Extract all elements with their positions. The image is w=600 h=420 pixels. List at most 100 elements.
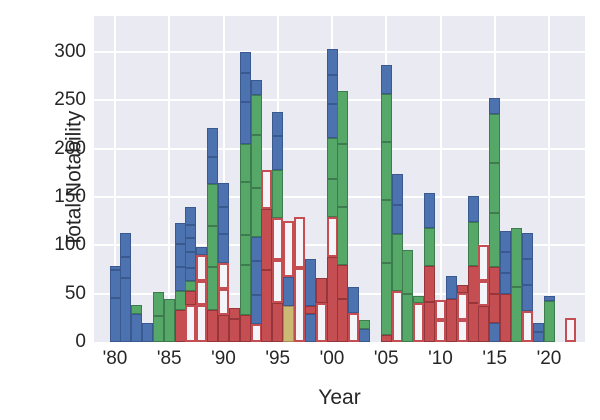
bar-segment-b	[326, 75, 338, 105]
bar-segment-g	[467, 222, 479, 266]
bar-segment-b	[250, 294, 262, 324]
bar-segment-g	[543, 301, 555, 342]
bar-segment-r	[261, 208, 273, 271]
bar-1983	[142, 322, 154, 342]
bar-segment-g	[250, 95, 262, 136]
bar-segment-b	[109, 297, 121, 342]
bar-segment-b	[185, 237, 197, 253]
bar-segment-g	[152, 315, 164, 342]
bar-2003	[359, 319, 371, 342]
bar-1985	[163, 299, 175, 342]
bar-segment-r	[489, 293, 501, 323]
bar-segment-b	[424, 193, 436, 228]
bar-segment-g	[163, 299, 175, 342]
bar-segment-g	[380, 93, 392, 142]
bar-segment-outline	[315, 303, 327, 342]
plot-area	[94, 16, 585, 342]
bar-1982	[131, 305, 143, 342]
bar-segment-outline	[293, 267, 305, 342]
bar-segment-outline	[196, 281, 208, 306]
bar-2010	[435, 300, 446, 342]
x-tick-label-2010: '10	[428, 348, 453, 369]
bar-segment-r	[467, 265, 479, 304]
bar-segment-r	[174, 310, 186, 342]
bar-segment-b	[196, 247, 208, 255]
bar-segment-b	[218, 183, 229, 207]
bar-segment-g	[402, 250, 414, 294]
bar-segment-r	[380, 335, 392, 342]
bar-segment-g	[380, 199, 392, 263]
bar-1995	[272, 111, 284, 342]
bar-1987	[185, 206, 197, 342]
bar-segment-g	[413, 295, 425, 304]
bar-segment-b	[185, 252, 197, 268]
bar-segment-outline	[348, 313, 360, 342]
bar-segment-b	[500, 230, 512, 253]
gridline-x-1980	[114, 16, 116, 342]
bar-segment-outline	[456, 292, 468, 320]
bar-segment-b	[521, 258, 533, 285]
bar-2000	[326, 49, 338, 342]
bar-2019	[532, 322, 544, 342]
y-tick-label-0: 0	[75, 331, 86, 352]
bar-segment-b	[239, 102, 251, 144]
bar-segment-outline	[478, 281, 490, 307]
bar-segment-b	[120, 232, 132, 257]
bar-segment-b	[521, 232, 533, 259]
bar-segment-r	[500, 293, 512, 342]
bar-2015	[489, 98, 501, 342]
bar-segment-b	[326, 104, 338, 138]
bar-segment-r	[185, 290, 197, 306]
bar-segment-g	[337, 90, 349, 144]
bar-2020	[543, 295, 555, 342]
bar-1997	[293, 217, 305, 342]
bar-2008	[413, 295, 425, 342]
bar-segment-r	[228, 318, 240, 342]
y-tick-label-150: 150	[54, 185, 86, 207]
bar-segment-outline	[218, 288, 229, 315]
bar-segment-g	[239, 182, 251, 235]
bar-segment-r	[207, 310, 219, 342]
bar-segment-g	[424, 227, 436, 266]
bar-segment-outline	[521, 311, 533, 342]
bar-segment-b	[174, 266, 186, 291]
bar-segment-r	[467, 303, 479, 342]
bar-segment-outline	[218, 262, 229, 289]
bar-2014	[478, 245, 490, 342]
bar-segment-b	[185, 267, 197, 282]
bar-segment-outline	[435, 300, 446, 320]
bar-segment-r	[424, 302, 436, 342]
bar-2002	[348, 286, 360, 342]
x-axis-label: Year	[318, 386, 361, 409]
bar-segment-b	[489, 322, 501, 342]
bar-segment-b	[174, 244, 186, 267]
x-tick-label-2005: '05	[373, 348, 399, 369]
bar-segment-g	[239, 143, 251, 183]
bar-segment-b	[543, 295, 555, 302]
bar-segment-outline	[185, 305, 197, 342]
bar-2022	[565, 317, 577, 342]
bar-segment-b	[185, 225, 197, 238]
y-tick-label-250: 250	[54, 89, 86, 111]
bar-segment-b	[250, 236, 262, 261]
bar-segment-b	[250, 260, 262, 295]
bar-segment-b	[120, 278, 132, 342]
gridline-x-2010	[439, 16, 442, 342]
bar-segment-b	[250, 80, 262, 96]
bar-segment-r	[337, 298, 349, 342]
bar-1991	[228, 308, 240, 342]
bar-2011	[445, 276, 457, 342]
bar-2007	[402, 250, 414, 342]
bar-segment-b	[131, 313, 143, 342]
bar-segment-b	[359, 329, 371, 342]
bar-segment-g	[510, 227, 522, 287]
bar-2005	[380, 65, 392, 342]
bar-segment-b	[445, 276, 457, 299]
bar-segment-g	[326, 178, 338, 218]
bar-1980	[109, 265, 121, 342]
bar-segment-b	[304, 258, 316, 307]
bar-segment-g	[337, 143, 349, 207]
bar-segment-r	[315, 278, 327, 304]
bar-segment-r	[228, 308, 240, 319]
